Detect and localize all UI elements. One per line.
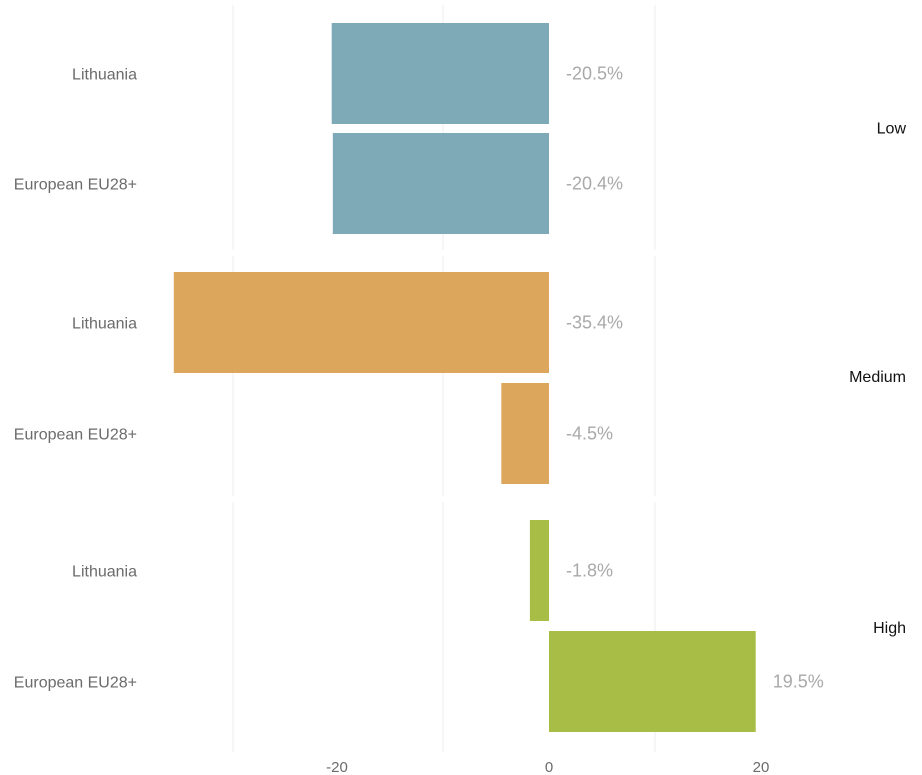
- bar: [173, 272, 550, 373]
- group-label: Medium: [849, 369, 906, 386]
- x-axis-ticks: -20 0 20: [326, 759, 769, 775]
- bar: [331, 23, 549, 124]
- bar: [501, 383, 549, 484]
- value-label: -1.8%: [566, 561, 613, 581]
- value-label: -20.4%: [566, 174, 623, 194]
- x-tick-label: -20: [326, 759, 348, 775]
- value-label: -35.4%: [566, 313, 623, 333]
- x-tick-label: 0: [545, 759, 553, 775]
- value-label: -20.5%: [566, 64, 623, 84]
- bar: [529, 520, 549, 621]
- category-label: Lithuania: [72, 67, 137, 84]
- category-label: Lithuania: [72, 316, 137, 333]
- value-label: -4.5%: [566, 424, 613, 444]
- bar: [549, 631, 756, 732]
- bars: [173, 23, 756, 732]
- labels: Lithuania -20.5% European EU28+ -20.4% Low Li…: [14, 64, 907, 692]
- category-label: European EU28+: [14, 177, 137, 194]
- group-label: High: [873, 620, 906, 637]
- category-label: European EU28+: [14, 427, 137, 444]
- bar: [332, 133, 549, 234]
- group-label: Low: [877, 121, 907, 138]
- value-label: 19.5%: [773, 672, 824, 692]
- x-tick-label: 20: [753, 759, 770, 775]
- category-label: Lithuania: [72, 564, 137, 581]
- category-label: European EU28+: [14, 675, 137, 692]
